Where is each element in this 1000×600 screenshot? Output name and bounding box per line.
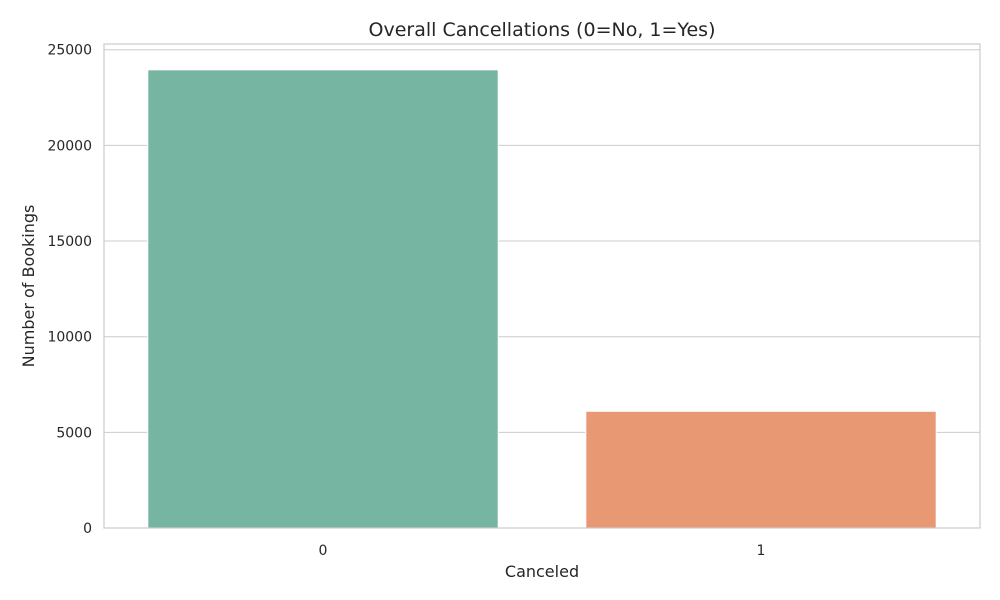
y-tick-label: 10000 — [47, 330, 92, 346]
x-tick-label: 0 — [319, 543, 328, 559]
chart-title: Overall Cancellations (0=No, 1=Yes) — [369, 19, 716, 41]
y-tick-label: 0 — [83, 521, 92, 537]
bar-1 — [585, 410, 937, 529]
y-tick-label: 5000 — [56, 425, 92, 441]
bars — [147, 69, 937, 529]
y-tick-label: 15000 — [47, 234, 92, 250]
x-tick-label: 1 — [757, 543, 766, 559]
y-tick-label: 25000 — [47, 43, 92, 59]
x-axis-label: Canceled — [505, 562, 579, 581]
plot-frame — [103, 43, 981, 529]
y-tick-labels: 0 5000 10000 15000 20000 25000 — [47, 43, 92, 537]
y-axis-label: Number of Bookings — [19, 205, 38, 368]
y-tick-label: 20000 — [47, 138, 92, 154]
bar-0 — [147, 69, 499, 529]
